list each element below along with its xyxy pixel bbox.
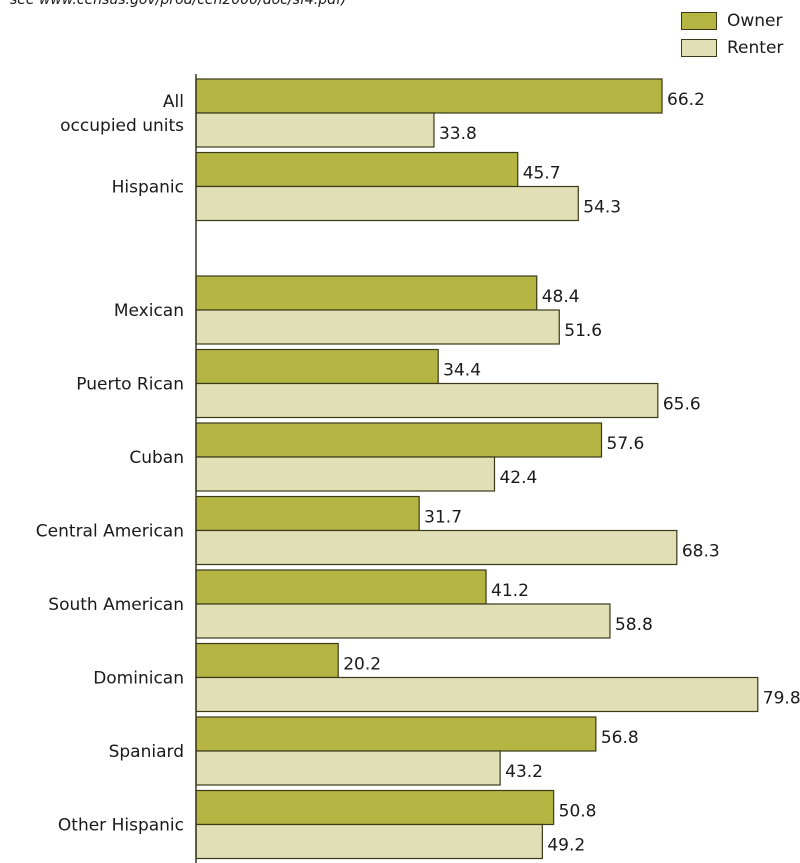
category-label-mexican: Mexican (114, 301, 184, 321)
bar-owner-puerto-rican (195, 348, 439, 385)
data-label-owner-all-occupied-units: 66.2 (667, 90, 705, 110)
data-label-owner-dominican: 20.2 (343, 655, 381, 675)
data-label-owner-mexican: 48.4 (542, 287, 580, 307)
category-label-dominican: Dominican (93, 669, 184, 689)
data-label-renter-puerto-rican: 65.6 (663, 395, 701, 415)
data-label-renter-central-american: 68.3 (682, 542, 720, 562)
bar-renter-cuban (195, 456, 496, 492)
bar-renter-other-hispanic (195, 823, 543, 860)
data-label-renter-south-american: 58.8 (615, 615, 653, 635)
bar-owner-central-american (195, 495, 420, 532)
legend-label-owner: Owner (727, 11, 783, 31)
data-label-owner-south-american: 41.2 (491, 581, 529, 601)
data-label-renter-mexican: 51.6 (564, 321, 602, 341)
data-label-renter-hispanic: 54.3 (583, 198, 621, 218)
legend-item-renter: Renter (681, 37, 800, 59)
bar-owner-cuban (195, 422, 603, 458)
bar-renter-spaniard (195, 750, 501, 786)
data-label-renter-spaniard: 43.2 (505, 762, 543, 782)
bar-owner-all-occupied-units (195, 78, 663, 114)
data-label-owner-spaniard: 56.8 (601, 728, 639, 748)
legend-item-owner: Owner (681, 10, 800, 32)
category-label-puerto-rican: Puerto Rican (76, 375, 184, 395)
bar-renter-dominican (195, 676, 759, 713)
data-label-renter-dominican: 79.8 (763, 689, 800, 709)
bar-owner-dominican (195, 642, 339, 679)
data-label-renter-all-occupied-units: 33.8 (439, 124, 477, 144)
legend-label-renter: Renter (727, 38, 784, 58)
bar-owner-other-hispanic (195, 789, 555, 826)
category-label-all-occupied-units: occupied units (60, 116, 184, 136)
category-label-south-american: South American (48, 595, 184, 615)
source-note: see www.census.gov/prod/cen2000/doc/sf4.… (10, 0, 347, 8)
bar-owner-south-american (195, 569, 487, 605)
bar-renter-all-occupied-units (195, 112, 435, 148)
category-label-cuban: Cuban (129, 448, 184, 468)
data-label-owner-hispanic: 45.7 (523, 164, 561, 184)
data-label-renter-cuban: 42.4 (499, 468, 537, 488)
bar-renter-mexican (195, 309, 560, 345)
data-label-owner-puerto-rican: 34.4 (443, 361, 481, 381)
bar-owner-mexican (195, 275, 538, 311)
bar-renter-hispanic (195, 185, 579, 222)
bar-renter-puerto-rican (195, 382, 659, 419)
legend-swatch-renter (681, 39, 717, 57)
category-label-hispanic: Hispanic (112, 178, 184, 198)
bar-renter-central-american (195, 529, 678, 566)
legend-swatch-owner (681, 12, 717, 30)
category-label-spaniard: Spaniard (109, 742, 184, 762)
category-label-central-american: Central American (36, 522, 184, 542)
bar-owner-hispanic (195, 151, 519, 188)
data-label-owner-central-american: 31.7 (424, 508, 462, 528)
category-label-other-hispanic: Other Hispanic (58, 816, 184, 836)
data-label-owner-cuban: 57.6 (607, 434, 645, 454)
bar-renter-south-american (195, 603, 611, 639)
category-label-all-occupied-units: All (163, 92, 184, 112)
data-label-owner-other-hispanic: 50.8 (559, 802, 597, 822)
data-label-renter-other-hispanic: 49.2 (547, 836, 585, 856)
bar-owner-spaniard (195, 716, 597, 752)
